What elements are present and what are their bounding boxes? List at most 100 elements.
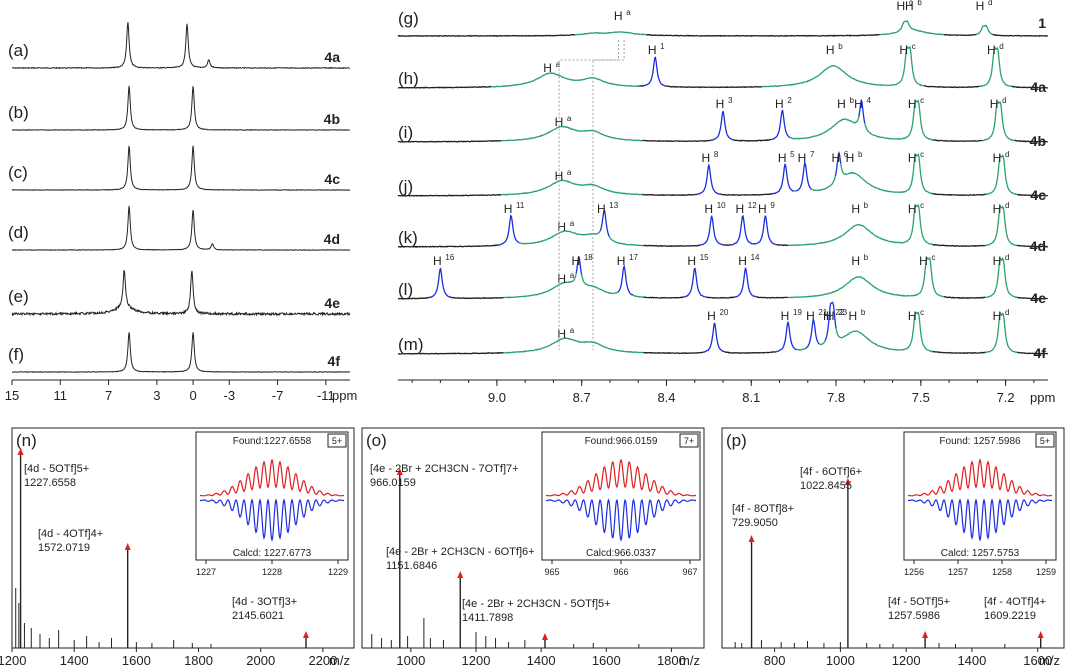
h1-trace-4d [700,214,723,246]
row-label: (h) [398,69,419,88]
panel-label: (p) [726,431,747,450]
peak-annotation-sup: c [931,253,935,262]
ms-peak-value: 1572.0719 [38,542,90,554]
ms-panel-p: (p) [4f - 8OTf]8+ 729.9050 [4f - 6OTf]6+ 102… [721,427,1065,668]
h1-trace-4f [1017,351,1049,355]
h1-trace-4b [770,109,791,141]
peak-annotation-sup: a [567,168,572,177]
x-axis-label: m/z [679,653,700,668]
h1-trace-4e [643,296,684,299]
compound-label: 4b [324,111,340,127]
h1-trace-4d [775,243,788,247]
h1-trace-4f [724,350,777,354]
ms-peak-label: [4e - 2Br + 2CH3CN - 6OTf]6+ [386,546,535,558]
peak-annotation: H [837,97,846,111]
h1-trace-4f [796,347,806,351]
f19-trace-4a [12,22,350,70]
peak-annotation-sup: b [864,253,869,262]
h1-trace-4e [683,267,707,298]
ms-panel-o: (o) [4e - 2Br + 2CH3CN - 7OTf]7+ 966.0159 [… [361,427,705,668]
compound-label: 4d [1030,238,1046,254]
ms-peak-value: 1227.6558 [24,477,76,489]
ms-peak-label: [4d - 3OTf]3+ [232,596,297,608]
peak-annotation-sup: b [850,96,855,105]
peak-marker [1037,631,1044,638]
peak-annotation: H [557,220,566,234]
peak-annotation-sup: 20 [720,308,729,317]
h1-trace-4e [580,274,618,295]
peak-annotation-sup: b [917,0,922,7]
h1-trace-1 [575,31,647,36]
inset-tick-label: 1229 [328,567,348,577]
peak-annotation: H [993,309,1002,323]
peak-annotation: H [826,43,835,57]
peak-annotation: H [854,97,863,111]
x-tick-label: -11 [317,388,335,403]
peak-annotation-sup: c [909,0,913,7]
peak-annotation-sup: c [920,308,924,317]
peak-annotation-sup: a [570,271,575,280]
h1-trace-4e [632,294,644,298]
peak-annotation: H [990,97,999,111]
h1-trace-4a [490,71,639,88]
h1-trace-4a [924,85,980,89]
x-tick-label: 11 [54,388,68,403]
h1-trace-4a [643,56,667,87]
ms-peak-label: [4e - 2Br + 2CH3CN - 7OTf]7+ [370,463,519,475]
h1-trace-4f [818,340,826,346]
h1-trace-4c [500,179,643,196]
h1-trace-4c [697,162,720,196]
h1-trace-4d [608,236,644,247]
h1-trace-4c [795,160,812,192]
peak-annotation: H [897,0,906,13]
ms-peak-label: [4e - 2Br + 2CH3CN - 5OTf]5+ [462,598,611,610]
peak-marker [922,631,929,638]
inset-calcd: Calcd: 1257.5753 [941,548,1020,559]
peak-annotation-sup: 3 [728,96,733,105]
peak-annotation-sup: d [1005,201,1009,210]
inset-found: Found:966.0159 [585,436,658,447]
calcd-isotope-trace [546,498,696,542]
peak-annotation: H [775,97,784,111]
peak-annotation-sup: 23 [838,308,847,317]
peak-annotation: H [557,327,566,341]
peak-annotation: H [823,309,832,323]
x-tick-label: 1800 [184,653,213,668]
x-tick-label: 7.2 [997,390,1015,405]
peak-annotation-sup: 8 [714,150,719,159]
h1-trace-4e [1016,296,1048,300]
peak-annotation-sup: 10 [717,201,726,210]
h1-trace-4e [575,255,583,275]
ms-peak-value: 1151.6846 [386,560,437,572]
inset-tick-label: 1259 [1036,567,1056,577]
peak-annotation: H [648,43,657,57]
h1-trace-4c [985,154,1018,196]
h1-trace-4e [503,273,577,299]
h1-trace-4b [858,100,866,124]
x-tick-label: -7 [272,388,284,403]
row-label: (e) [8,287,29,306]
peak-annotation-sup: 6 [844,150,849,159]
peak-annotation: H [976,0,985,13]
x-tick-label: 7.8 [827,390,845,405]
compound-label: 1 [1038,15,1046,31]
x-tick-label: 7 [105,388,112,403]
peak-annotation-sup: 16 [445,253,454,262]
h1-trace-4f [776,320,798,353]
x-tick-label: 8.1 [742,390,760,405]
inset-tick-label: 967 [682,567,697,577]
h1-trace-4e [985,256,1018,299]
h1-trace-4c [840,153,933,195]
h1-trace-4a [979,46,1013,88]
h1-trace-4c [397,193,502,197]
peak-annotation-sup: 11 [516,201,525,210]
h1-trace-4b [711,110,735,141]
ms-peak-value: 1257.5986 [888,610,940,622]
peak-annotation: H [778,151,787,165]
peak-annotation: H [905,0,914,13]
h1-trace-4d [1016,244,1049,248]
peak-marker [396,468,403,475]
h1-trace-4c [811,175,837,192]
peak-annotation: H [851,254,860,268]
row-label: (a) [8,41,29,60]
